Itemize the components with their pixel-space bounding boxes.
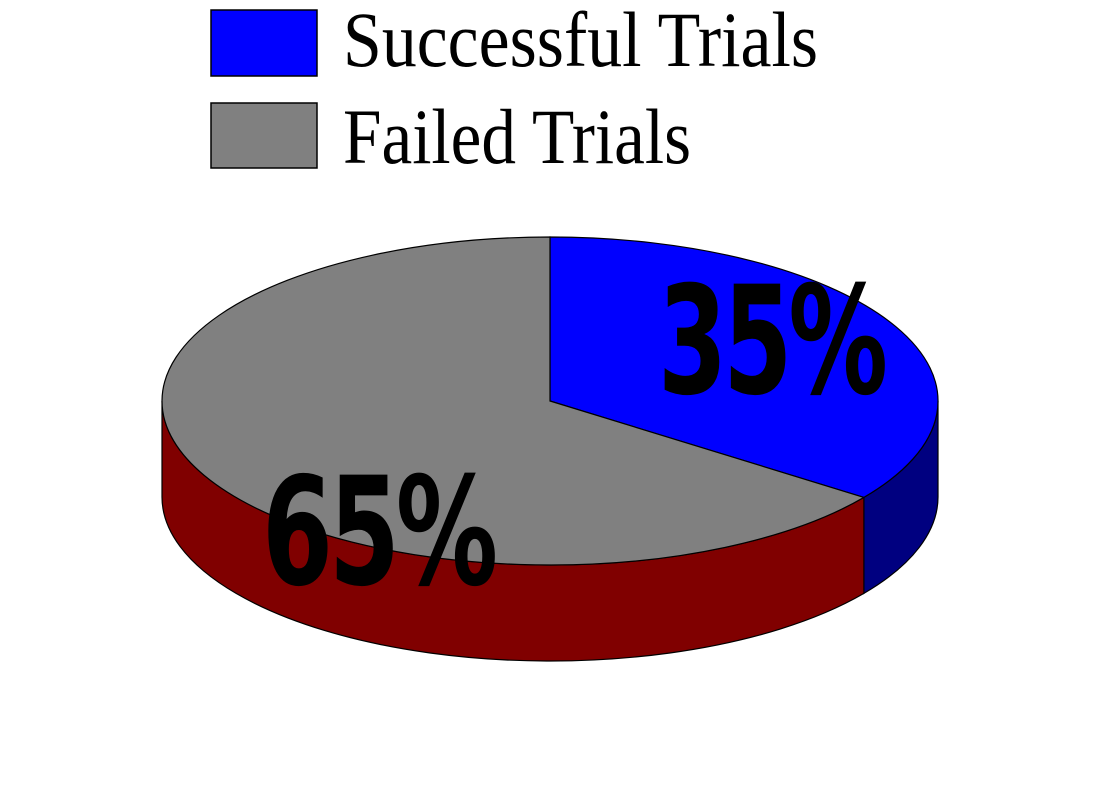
data-label-failed: 65% <box>262 446 495 620</box>
legend: Successful Trials Failed Trials <box>210 0 818 180</box>
pie-slice-successful <box>549 236 939 499</box>
pie-plot <box>161 236 939 662</box>
legend-label-failed: Failed Trials <box>343 93 691 180</box>
pie-slice-failed <box>161 236 866 566</box>
legend-swatch-successful <box>210 9 318 77</box>
data-labels: 35% 65% <box>262 255 891 620</box>
data-label-successful: 35% <box>658 255 885 429</box>
legend-swatch-failed <box>210 102 318 169</box>
legend-label-successful: Successful Trials <box>343 0 818 83</box>
